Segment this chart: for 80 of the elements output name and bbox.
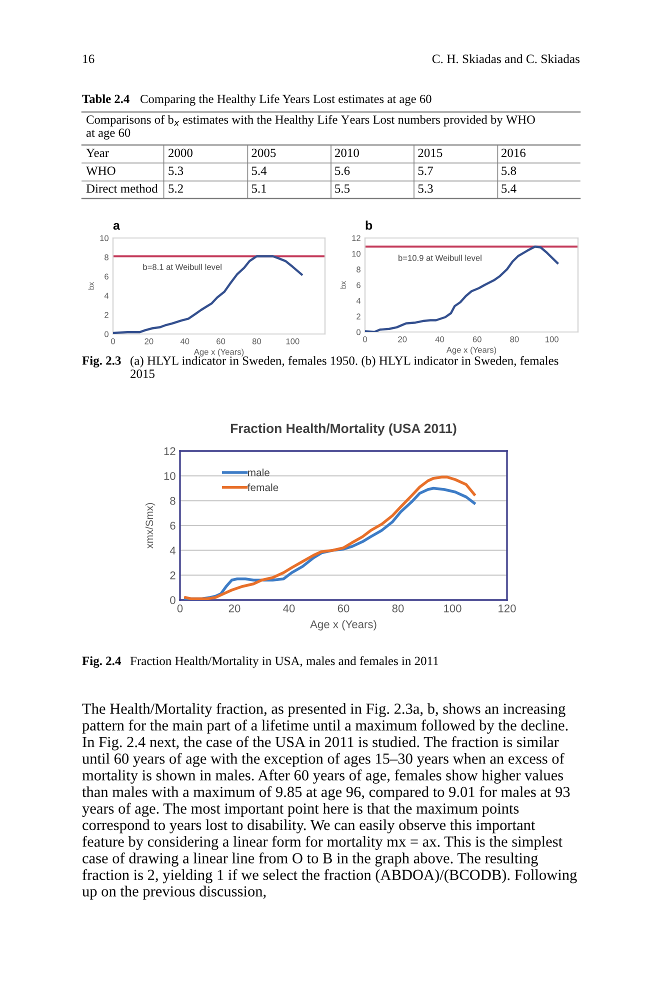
y-tick-label: 12 (164, 447, 176, 456)
y-tick-label: 8 (170, 496, 176, 505)
y-tick-label: 10 (100, 235, 109, 242)
x-tick-label: 20 (144, 338, 154, 344)
chart-title: Fraction Health/Mortality (USA 2011) (230, 423, 456, 436)
data-label: 5.5 (335, 184, 350, 193)
data-label: 5.4 (252, 166, 267, 176)
chart-title: b (366, 220, 372, 230)
x-tick-label: 2015 (418, 148, 442, 158)
data-label: 5.2 (168, 184, 183, 193)
x-tick-label: 2016 (501, 148, 526, 158)
caption: Fig. 2.4 (82, 656, 121, 668)
x-tick-label: 40 (283, 604, 295, 612)
data-label: 5.8 (502, 166, 516, 176)
legend-label: male (248, 468, 270, 476)
y-tick-label: 4 (356, 298, 361, 304)
y-tick-label: WHO (86, 166, 116, 176)
chart-title: Table 2.4 (82, 94, 130, 104)
x-tick-label: 120 (498, 604, 516, 612)
x-tick-label: 40 (180, 338, 190, 344)
x-tick-label: 2010 (334, 148, 359, 158)
x-tick-label: 100 (286, 338, 300, 344)
x-axis-title: Age x (Years) (194, 348, 244, 356)
legend-label: female (248, 483, 278, 492)
x-tick-label: 60 (338, 604, 350, 612)
line-series (365, 246, 559, 332)
text: 16 (83, 54, 94, 64)
x-tick-label: 0 (177, 604, 183, 612)
x-tick-label: 60 (472, 336, 482, 342)
y-tick-label: 10 (352, 250, 361, 257)
y-tick-label: 2 (170, 571, 176, 580)
text: The Health/Mortality fraction, as presented in Fig. 2.3a, b, shows an increasing pattern for the main part of a lifetime until a maximum followed by the decline. In Fig. 2.4 next, the case of the USA in 2011 is studied. The fraction is similar until 60 years of age with the exception of ages 15–30 years when an excess of mortality is shown in males. After 60 years of age, females show higher values than males with a maximum of 9.85 at age 96, compared to 9.01 for males at 93 years of age. The most important point here is that the maximum points correspond to years lost to disability. We can easily observe this important feature by considering a linear form for mortality mx = ax. This is the simplest case of drawing a linear line from O to B in the graph above. The resulting fraction is 2, yielding 1 if we select the fraction (ABDOA)/(BCODB). Following up on the previous discussion, (82, 703, 577, 900)
y-tick-label: 4 (170, 546, 176, 554)
y-axis-title: xmx/Smx) (145, 503, 156, 549)
y-tick-label: 12 (352, 235, 360, 242)
x-tick-label: 20 (228, 604, 240, 612)
y-tick-label: 0 (104, 331, 109, 338)
caption: Fig. 2.3 (82, 356, 121, 368)
data-label: 5.4 (502, 184, 516, 193)
x-tick-label: 2005 (252, 148, 276, 158)
line-series (113, 255, 303, 334)
y-tick-label: 2 (356, 314, 360, 320)
y-tick-label: 8 (356, 266, 360, 272)
y-tick-label: 4 (104, 292, 109, 299)
chart-subtitle: Comparing the Healthy Life Years Lost estimates at age 60 (140, 94, 432, 106)
data-label: 5.1 (252, 184, 266, 193)
text: Comparisons of b$_{x}$ estimates with the Healthy Life Years Lost numbers provided by WHO at age 60 (86, 115, 535, 140)
x-tick-label: 100 (444, 604, 462, 612)
x-tick-label: 0 (363, 336, 367, 342)
x-tick-label: 0 (111, 338, 115, 344)
data-label: 5.7 (418, 166, 433, 176)
y-tick-label: 8 (104, 254, 108, 260)
x-axis-title: Year (86, 148, 109, 158)
x-tick-label: 2000 (168, 148, 192, 158)
x-tick-label: 60 (216, 338, 226, 344)
chart-title: a (113, 222, 120, 230)
x-tick-label: 80 (392, 604, 404, 612)
x-axis-title: Age x (Years) (446, 346, 496, 354)
x-tick-label: 80 (510, 336, 519, 342)
y-tick-label: 6 (356, 282, 360, 288)
data-label: 5.3 (418, 184, 433, 193)
y-tick-label: 10 (164, 472, 176, 480)
y-tick-label: Direct method (86, 184, 158, 193)
text: C. H. Skiadas and C. Skiadas (432, 54, 580, 64)
data-label: 5.6 (335, 166, 350, 176)
text: Fraction Health/Mortality in USA, males and females in 2011 (130, 656, 438, 668)
x-tick-label: 40 (435, 336, 444, 342)
x-tick-label: 20 (398, 336, 407, 342)
ref-line-label: b=8.1 at Weibull level (143, 264, 222, 270)
data-label: 5.3 (168, 166, 184, 176)
y-tick-label: 2 (104, 312, 108, 318)
text: (a) HLYL indicator in Sweden, females 1950. (b) HLYL indicator in Sweden, females 2015 (130, 356, 558, 378)
x-tick-label: 80 (252, 338, 262, 344)
y-tick-label: 6 (104, 274, 108, 280)
y-tick-label: 0 (170, 596, 176, 604)
y-tick-label: 0 (356, 329, 361, 336)
x-axis-title: Age x (Years) (310, 620, 376, 630)
y-tick-label: 6 (170, 522, 176, 530)
x-tick-label: 100 (546, 336, 558, 342)
ref-line-label: b=10.9 at Weibull level (398, 254, 482, 261)
